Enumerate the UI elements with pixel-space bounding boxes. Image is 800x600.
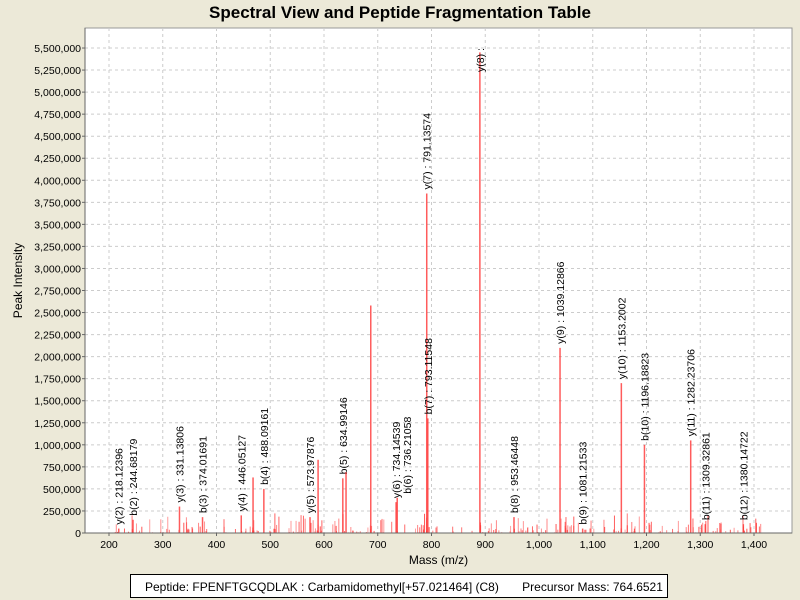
y-tick-label: 4,500,000 bbox=[34, 131, 81, 143]
y-tick-label: 3,000,000 bbox=[34, 263, 81, 275]
y-tick-label: 5,000,000 bbox=[34, 87, 81, 99]
x-tick-label: 200 bbox=[100, 539, 118, 551]
y-axis-label: Peak Intensity bbox=[11, 243, 25, 318]
y-tick-label: 3,750,000 bbox=[34, 197, 81, 209]
peak-label: y(11) : 1282.23706 bbox=[686, 349, 698, 437]
y-tick-label: 1,500,000 bbox=[34, 396, 81, 408]
peak-label: y(10) : 1153.2002 bbox=[616, 297, 628, 379]
peak-label: b(9) : 1081.21533 bbox=[578, 442, 590, 525]
peak-label: y(8) : bbox=[475, 48, 487, 72]
peak-label: b(6) : 736.21058 bbox=[402, 417, 414, 494]
plot-area bbox=[84, 27, 793, 534]
y-tick-label: 2,500,000 bbox=[34, 308, 81, 320]
peak-label: b(7) : 793.11548 bbox=[423, 338, 435, 414]
x-axis-label: Mass (m/z) bbox=[409, 553, 468, 567]
peak-label: b(10) : 1196.18823 bbox=[639, 353, 651, 441]
x-tick-label: 600 bbox=[315, 539, 333, 551]
y-tick-label: 0 bbox=[75, 528, 81, 540]
peak-label: b(12) : 1380.14722 bbox=[738, 431, 750, 520]
peak-label: y(3) : 331.13806 bbox=[174, 426, 186, 503]
y-tick-label: 1,250,000 bbox=[34, 418, 81, 430]
y-tick-label: 3,500,000 bbox=[34, 219, 81, 231]
y-tick-label: 2,750,000 bbox=[34, 286, 81, 298]
y-tick-label: 3,250,000 bbox=[34, 241, 81, 253]
y-tick-label: 2,250,000 bbox=[34, 330, 81, 342]
peak-label: b(5) : 634.99146 bbox=[338, 397, 350, 474]
x-tick-label: 400 bbox=[208, 539, 226, 551]
y-tick-label: 500,000 bbox=[43, 484, 81, 496]
peak-label: y(7) : 791.13574 bbox=[422, 113, 434, 190]
y-tick-label: 5,250,000 bbox=[34, 65, 81, 77]
x-tick-label: 1,400 bbox=[741, 539, 767, 551]
x-tick-label: 900 bbox=[476, 539, 494, 551]
peak-label: b(8) : 953.46448 bbox=[509, 436, 521, 513]
peak-label: b(3) : 374.01691 bbox=[198, 436, 210, 513]
y-tick-label: 750,000 bbox=[43, 462, 81, 474]
peak-label: y(9) : 1039.12866 bbox=[555, 261, 567, 343]
peak-label: y(2) : 218.12396 bbox=[114, 448, 126, 525]
y-tick-label: 250,000 bbox=[43, 506, 81, 518]
legend-precursor: Precursor Mass: 764.6521 bbox=[522, 580, 663, 594]
peak-label: y(4) : 446.05127 bbox=[236, 435, 248, 512]
peak-label: b(2) : 244.68179 bbox=[128, 439, 140, 516]
y-tick-label: 1,000,000 bbox=[34, 440, 81, 452]
y-tick-label: 4,000,000 bbox=[34, 175, 81, 187]
peak-label: b(4) : 488.09161 bbox=[259, 408, 271, 485]
y-tick-label: 4,250,000 bbox=[34, 153, 81, 165]
x-tick-label: 1,300 bbox=[687, 539, 713, 551]
y-tick-label: 5,500,000 bbox=[34, 43, 81, 55]
y-tick-label: 4,750,000 bbox=[34, 109, 81, 121]
x-tick-label: 1,100 bbox=[580, 539, 606, 551]
x-tick-label: 700 bbox=[369, 539, 387, 551]
peak-label: y(5) : 573.97876 bbox=[305, 436, 317, 513]
y-tick-label: 2,000,000 bbox=[34, 352, 81, 364]
x-tick-label: 300 bbox=[154, 539, 172, 551]
x-tick-label: 1,200 bbox=[633, 539, 659, 551]
chart-title: Spectral View and Peptide Fragmentation … bbox=[209, 3, 591, 22]
legend-peptide: Peptide: FPENFTGCQDLAK : Carbamidomethyl… bbox=[145, 580, 499, 594]
peak-label: y(6) : 734.14539 bbox=[391, 422, 403, 499]
y-tick-label: 1,750,000 bbox=[34, 374, 81, 386]
legend: Peptide: FPENFTGCQDLAK : Carbamidomethyl… bbox=[130, 574, 668, 598]
x-tick-label: 800 bbox=[423, 539, 441, 551]
x-tick-label: 1,000 bbox=[526, 539, 552, 551]
x-tick-label: 500 bbox=[261, 539, 279, 551]
peak-label: b(11) : 1309.32861 bbox=[700, 432, 712, 520]
